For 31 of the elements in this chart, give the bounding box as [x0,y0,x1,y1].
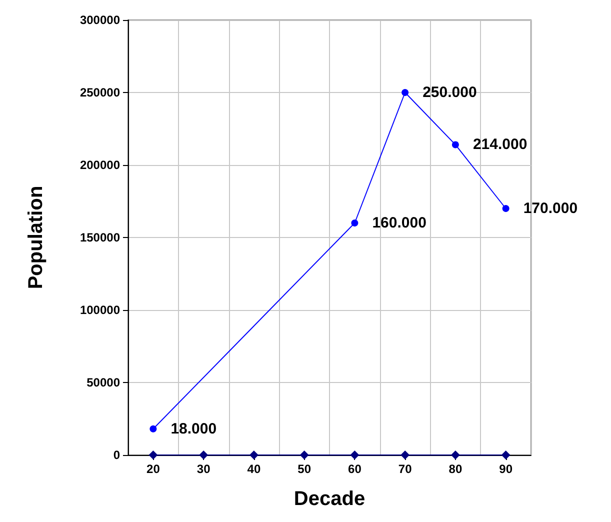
y-tick-label: 0 [113,448,120,462]
y-tick-label: 50000 [86,376,120,390]
y-tick-label: 300000 [80,13,120,27]
data-label: 214.000 [472,136,528,154]
data-label: 250.000 [422,84,477,101]
point [501,450,510,460]
x-tick-label: 60 [348,462,362,476]
y-tick-label: 100000 [80,303,120,317]
x-tick-label: 90 [499,462,513,476]
x-tick-label: 80 [448,462,462,476]
point [400,450,410,460]
x-tick-label: 30 [196,462,211,476]
point [249,450,258,460]
y-tick-label: 200000 [80,158,120,172]
x-axis-title: Decade [294,488,366,510]
y-tick-label: 150000 [80,230,120,244]
point [199,450,208,460]
point [300,450,309,460]
data-label: 18.000 [170,420,217,438]
point [350,450,360,460]
data-label: 170.000 [523,200,578,217]
point [150,425,157,432]
y-axis-title: Population [25,186,47,290]
point [450,450,460,460]
x-tick-label: 20 [146,462,160,476]
x-tick-label: 70 [398,462,412,476]
point [148,450,158,460]
y-tick-label: 250000 [80,86,120,100]
x-tick-label: 50 [298,462,312,476]
x-tick-label: 40 [247,462,261,476]
data-label: 160.000 [372,214,426,232]
